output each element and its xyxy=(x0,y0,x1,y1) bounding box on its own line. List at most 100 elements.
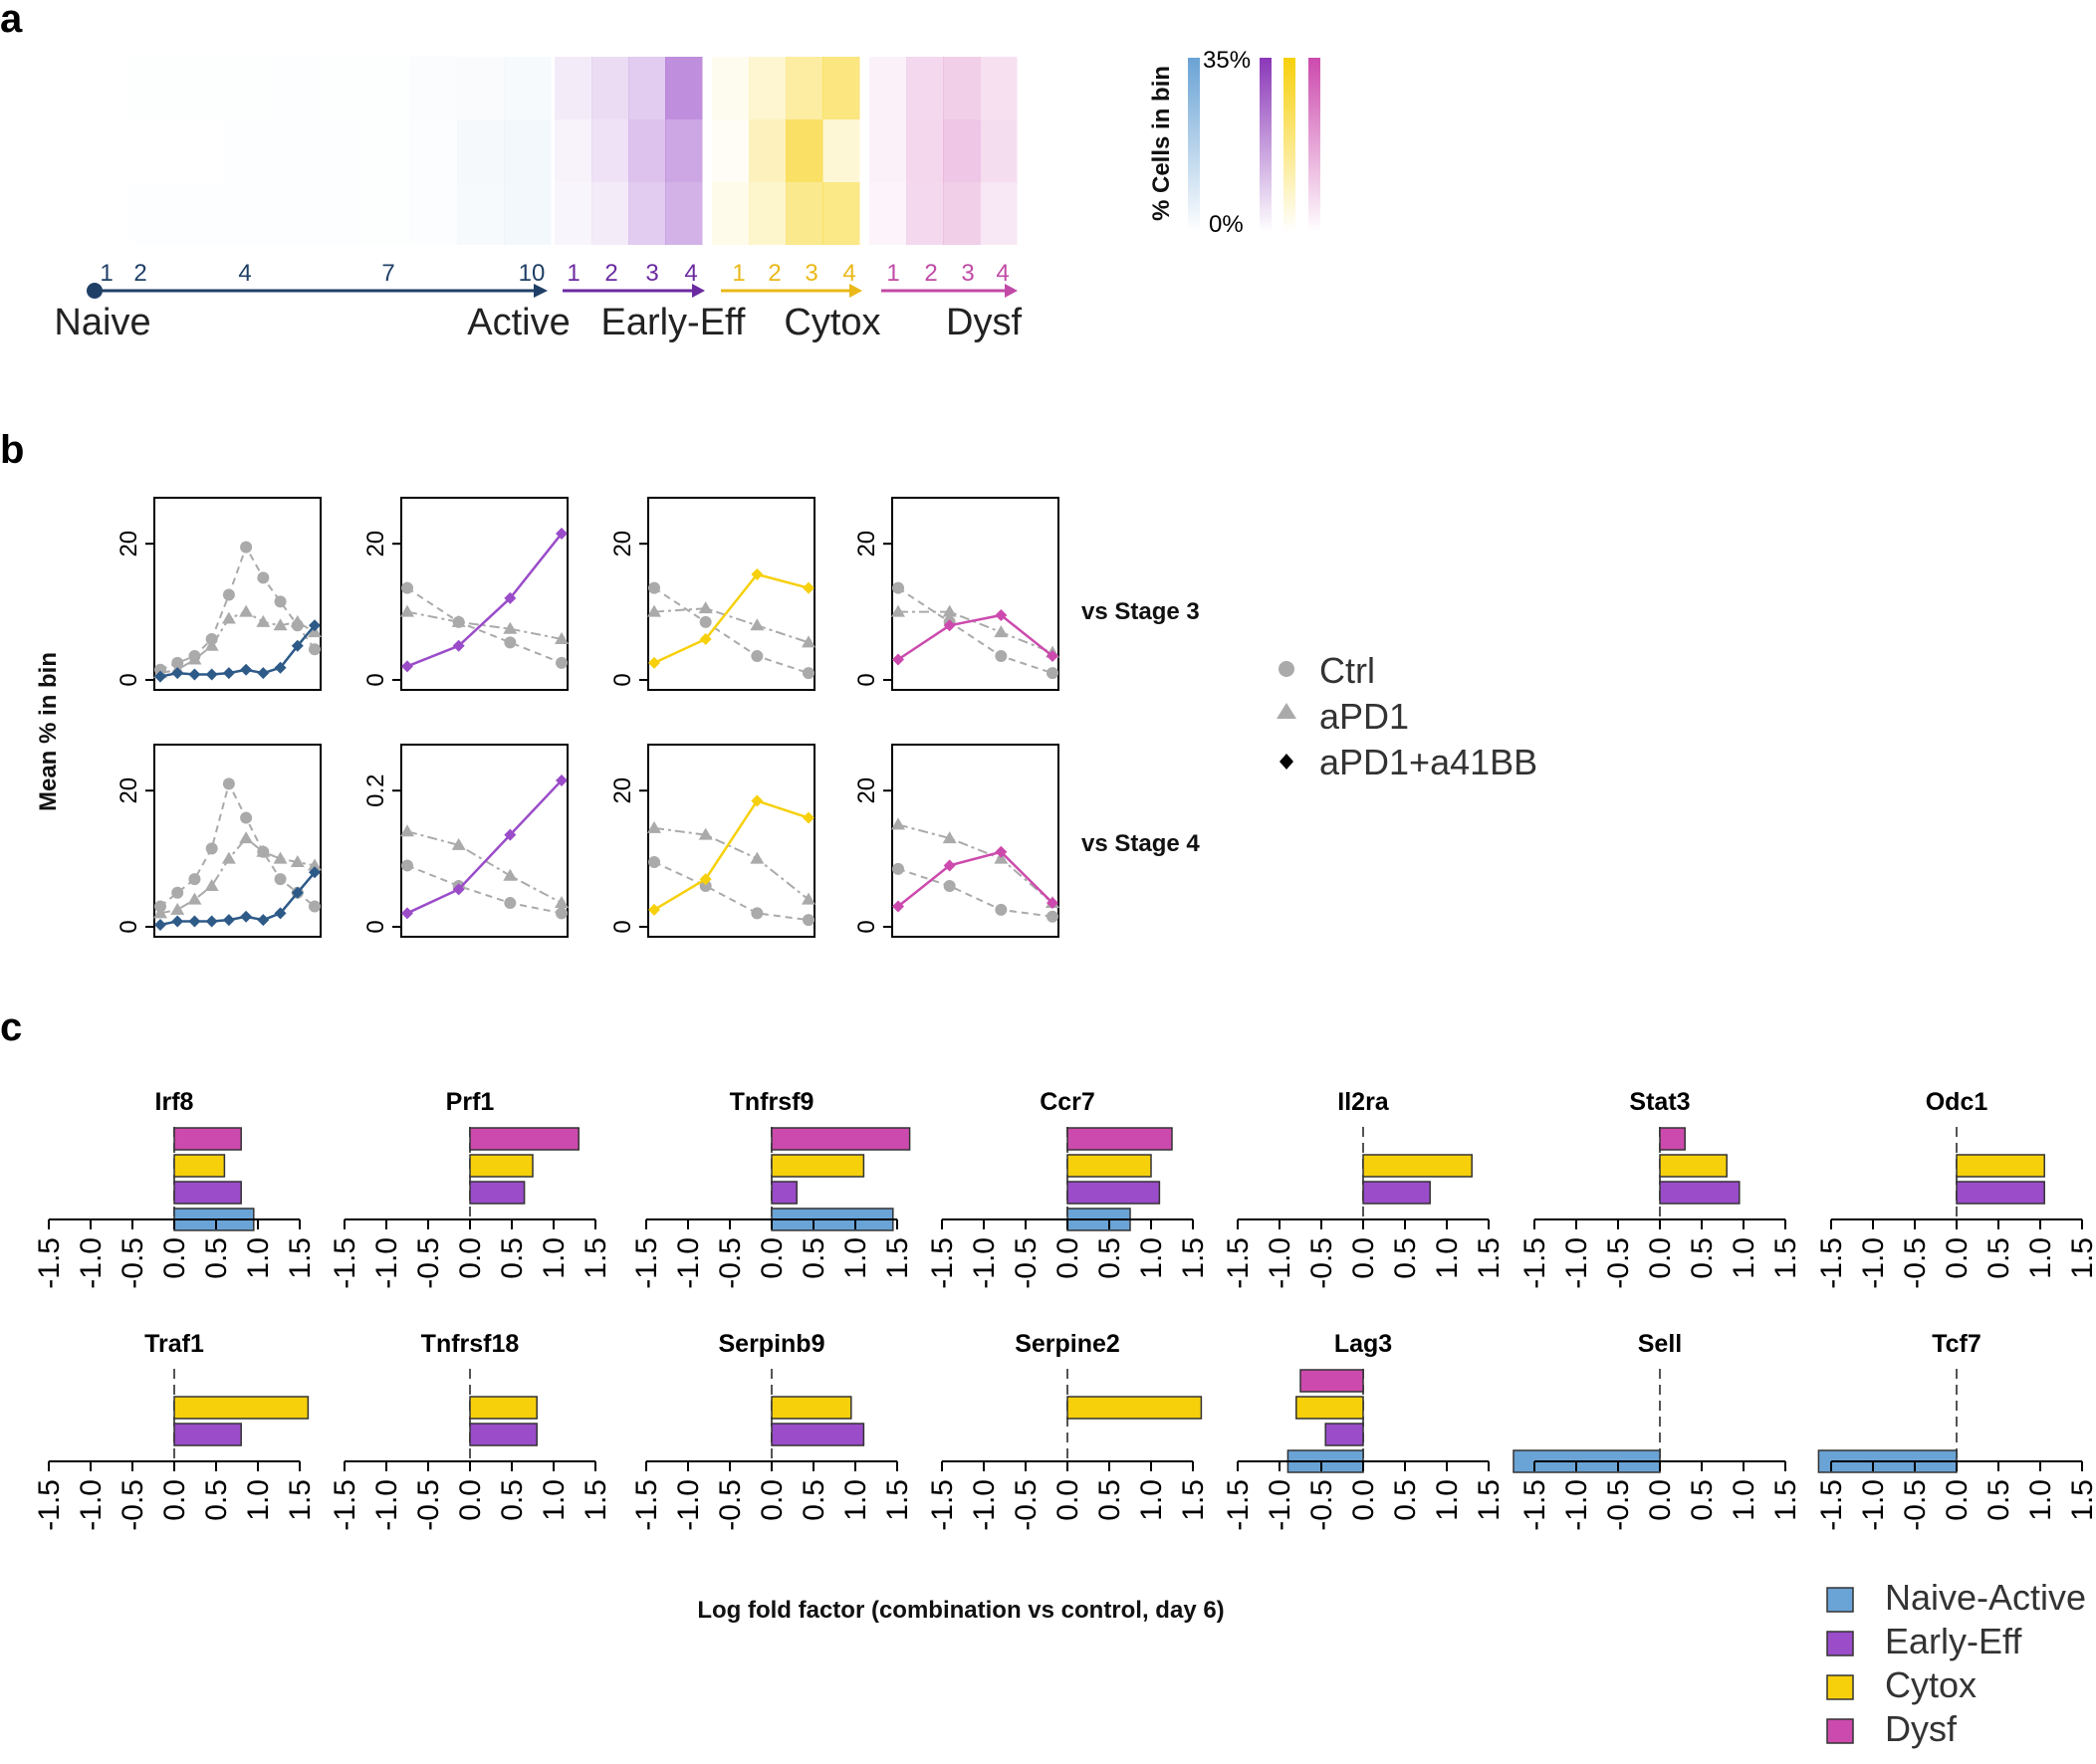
y-tick-label: 20 xyxy=(609,777,636,804)
combo-point xyxy=(205,915,218,928)
x-tick-label: 0.5 xyxy=(496,1479,529,1521)
cytox-heat-cell xyxy=(822,57,860,119)
cytox-heat-cell xyxy=(786,57,823,119)
x-tick-label: 0.0 xyxy=(756,1479,789,1521)
apd1-point xyxy=(204,638,219,651)
series-line-apd1+a41bb xyxy=(406,533,563,668)
series-line-ctrl xyxy=(159,780,316,908)
heatmap xyxy=(176,57,1018,245)
x-tick-label: -1.0 xyxy=(672,1479,705,1531)
stage-bin-label: 3 xyxy=(805,260,817,287)
apd1-point xyxy=(290,855,305,868)
series-line-ctrl xyxy=(897,586,1053,675)
combo-point xyxy=(171,915,184,928)
early-eff-heat-cell xyxy=(591,182,629,245)
legend-apd1: aPD1 xyxy=(1319,696,1409,737)
x-tick-label: 1.5 xyxy=(1473,1479,1506,1521)
naive-active-heat-cell xyxy=(270,57,318,119)
x-tick-label: 1.0 xyxy=(242,1237,275,1279)
mini-plot-3: 0 20 xyxy=(609,497,815,691)
panel-label-c: c xyxy=(0,1005,22,1049)
panel-b: Mean % in bin 02002002002002000.2020020 … xyxy=(35,497,1537,938)
ctrl-point xyxy=(1047,667,1058,680)
ctrl-point xyxy=(699,879,712,892)
combo-point xyxy=(188,668,201,681)
stage-bin-label: 1 xyxy=(732,260,745,287)
apd1-point xyxy=(400,824,414,837)
y-tick-label: 20 xyxy=(853,531,880,557)
x-tick-label: -1.0 xyxy=(968,1479,1001,1531)
combo-point xyxy=(274,907,287,920)
apd1-point xyxy=(698,601,713,614)
combo-point xyxy=(699,632,712,645)
apd1-point xyxy=(290,614,305,627)
stage-bin-label: 2 xyxy=(768,260,781,287)
bar-cytox xyxy=(469,1396,538,1420)
ctrl-point xyxy=(274,595,287,608)
gene-title: Lag3 xyxy=(1334,1330,1392,1358)
stage-bin-label: 4 xyxy=(684,260,697,287)
gene-title: Prf1 xyxy=(446,1088,495,1116)
x-tick-label: 0.0 xyxy=(1051,1479,1084,1521)
apd1-point xyxy=(187,892,202,905)
x-tick-label: -1.0 xyxy=(1264,1479,1296,1531)
apd1-point xyxy=(239,831,254,844)
series-line-apd1+a41bb xyxy=(653,572,810,665)
gene-title: Odc1 xyxy=(1926,1088,1988,1116)
mini-plot-1: 0 20 xyxy=(116,497,322,691)
bar-cytox xyxy=(771,1396,852,1420)
plot-frame xyxy=(647,744,815,938)
row-label-stage4: vs Stage 4 xyxy=(1081,830,1200,857)
series-line-apd1 xyxy=(406,610,563,640)
early-eff-heat-cell xyxy=(628,119,666,182)
naive-active-heat-cell xyxy=(176,119,224,182)
panel-label-b: b xyxy=(0,428,24,472)
early-eff-heat-cell xyxy=(555,119,592,182)
x-tick-label: 1.5 xyxy=(284,1237,317,1279)
combo-point xyxy=(751,567,764,580)
apd1-point xyxy=(221,851,236,864)
x-tick-label: 0.5 xyxy=(200,1237,233,1279)
x-tick-label: -0.5 xyxy=(116,1237,149,1289)
early-eff-heat-cell xyxy=(665,182,703,245)
combo-point xyxy=(556,527,568,540)
ctrl-point xyxy=(222,588,235,601)
x-tick-label: 0.0 xyxy=(1644,1237,1677,1279)
bar-dysf xyxy=(1066,1127,1173,1151)
apd1-point xyxy=(503,621,518,634)
mini-plot-8: 0 20 xyxy=(853,744,1059,938)
combo-point xyxy=(171,667,184,680)
x-tick-label: 1.0 xyxy=(1431,1237,1464,1279)
x-tick-label: -1.5 xyxy=(1518,1237,1551,1289)
blue-scale-bar xyxy=(1188,58,1200,232)
combo-point xyxy=(401,907,413,920)
early-eff-heat-cell xyxy=(665,57,703,119)
ctrl-point xyxy=(504,636,517,649)
x-tick-label: -1.5 xyxy=(1815,1237,1848,1289)
series-line-apd1+a41bb xyxy=(159,871,316,927)
bar-early-eff xyxy=(1659,1181,1741,1205)
cytox-heat-cell xyxy=(712,119,750,182)
series-line-apd1 xyxy=(653,826,810,901)
apd1-point xyxy=(503,868,518,881)
bar-cytox xyxy=(469,1154,534,1178)
x-tick-label: 1.5 xyxy=(881,1479,914,1521)
x-tick-label: 1.0 xyxy=(1135,1479,1168,1521)
gene-title: Tnfrsf18 xyxy=(421,1330,520,1358)
x-tick-label: 1.5 xyxy=(1177,1237,1210,1279)
cytox-heat-cell xyxy=(712,57,750,119)
stage-bin-label: 1 xyxy=(567,260,580,287)
bar-dysf xyxy=(1659,1127,1686,1151)
naive-active-heat-cell xyxy=(363,119,411,182)
dysf-heat-cell xyxy=(906,57,944,119)
apd1-point xyxy=(555,631,569,644)
x-tick-label: -1.5 xyxy=(1815,1479,1848,1531)
ctrl-point xyxy=(556,656,568,669)
series-line-apd1 xyxy=(653,607,810,644)
legend-swatch-cytox xyxy=(1826,1674,1854,1700)
x-tick-label: 0.0 xyxy=(756,1237,789,1279)
series-line-apd1+a41bb xyxy=(406,779,563,915)
bar-early-eff xyxy=(469,1423,538,1446)
